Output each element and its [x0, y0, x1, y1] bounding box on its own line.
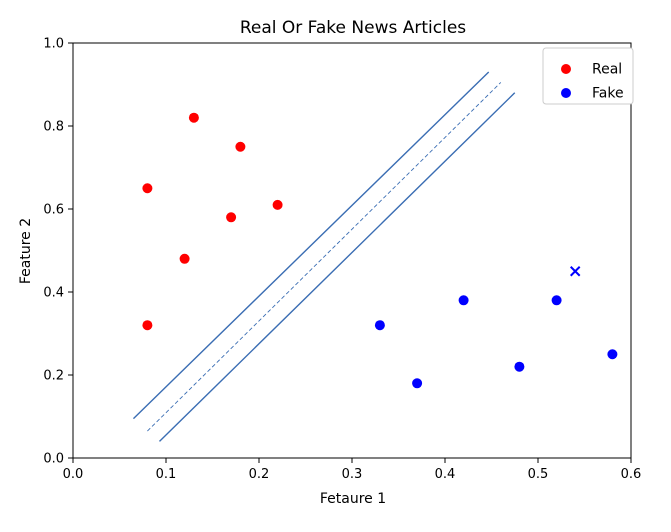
fake-point-4 [514, 361, 525, 372]
plot-area [72, 42, 632, 459]
x-tick-label-4: 0.4 [435, 467, 456, 482]
real-point-5 [272, 199, 283, 210]
legend: Real Fake [542, 47, 634, 105]
y-tick-label-2: 0.4 [43, 286, 64, 301]
chart-title: Real Or Fake News Articles [240, 18, 466, 38]
fake-point-2 [412, 378, 423, 389]
fake-point-1 [374, 320, 385, 331]
x-tick-label-0: 0.0 [63, 467, 84, 482]
y-tick-label-3: 0.6 [43, 203, 64, 218]
y-axis-label: Feature 2 [18, 218, 34, 284]
x-axis-label: Fetaure 1 [320, 491, 386, 507]
x-tick-label-2: 0.2 [249, 467, 270, 482]
legend-marker-fake [561, 88, 571, 98]
x-tick-label-1: 0.1 [156, 467, 177, 482]
margin-lower-line [158, 92, 516, 442]
y-tick-label-4: 0.8 [43, 120, 64, 135]
real-point-2 [188, 112, 199, 123]
x-marker-point-1 [569, 266, 581, 277]
x-tick-label-5: 0.5 [528, 467, 549, 482]
y-tick-label-1: 0.2 [43, 369, 64, 384]
y-tick-label-0: 0.0 [43, 452, 64, 467]
fake-point-3 [458, 295, 469, 306]
fake-point-6 [607, 349, 618, 360]
real-point-4 [226, 212, 237, 223]
real-point-7 [142, 320, 153, 331]
real-point-6 [179, 253, 190, 264]
x-marker-stroke-b [569, 266, 581, 277]
legend-label-fake: Fake [592, 86, 624, 102]
real-point-1 [142, 183, 153, 194]
x-tick-label-3: 0.3 [342, 467, 363, 482]
axis-ticks: 0.0 0.1 0.2 0.3 0.4 0.5 0.6 0.0 0.2 0.4 0.6 0.8 1.0 [43, 37, 641, 483]
margin-upper-line [132, 71, 490, 420]
decision-boundary-line [147, 82, 502, 432]
fake-point-5 [551, 295, 562, 306]
x-tick-label-6: 0.6 [621, 467, 642, 482]
legend-label-real: Real [592, 62, 622, 78]
y-tick-label-5: 1.0 [43, 37, 64, 52]
legend-marker-real [561, 64, 571, 74]
real-point-3 [235, 141, 246, 152]
